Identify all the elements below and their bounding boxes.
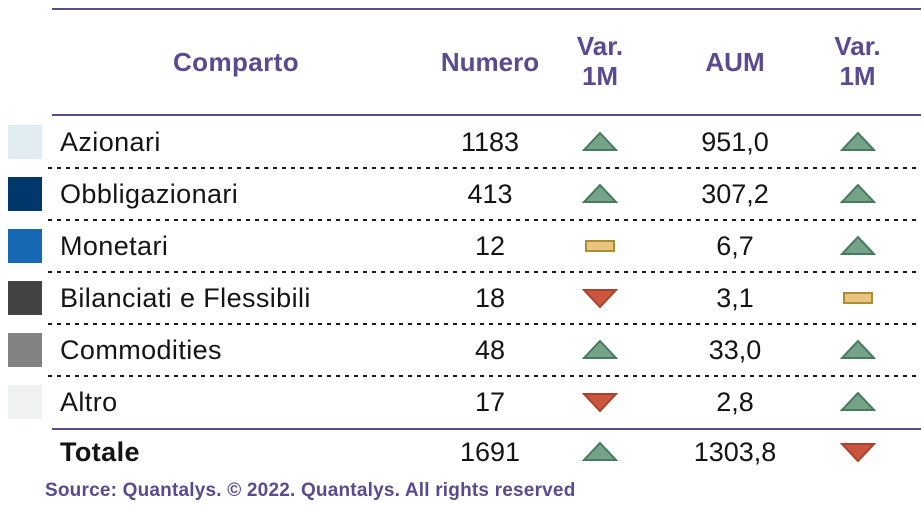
up-triangle-icon xyxy=(839,391,876,411)
var-numero-indicator xyxy=(560,235,640,257)
col-header-var1m-numero: Var. 1M xyxy=(560,31,640,92)
up-triangle-icon xyxy=(582,131,618,151)
category-swatch xyxy=(8,177,42,211)
down-triangle-icon xyxy=(839,443,876,463)
comparto-label: Monetari xyxy=(60,230,169,261)
aum-value: 951,0 xyxy=(701,126,769,157)
category-swatch xyxy=(8,281,42,315)
total-var-aum-indicator xyxy=(830,441,921,463)
var-aum-indicator xyxy=(830,339,921,361)
total-var-numero-indicator xyxy=(560,441,640,463)
total-row: Totale 1691 1303,8 xyxy=(0,430,921,474)
var-label-line1: Var. xyxy=(834,31,881,62)
category-swatch xyxy=(8,333,42,367)
aum-value: 307,2 xyxy=(701,178,769,209)
var-numero-indicator xyxy=(560,287,640,309)
var-aum-indicator xyxy=(830,287,921,309)
col-header-var1m-aum: Var. 1M xyxy=(830,31,921,92)
comparto-label: Bilanciati e Flessibili xyxy=(60,282,311,313)
category-swatch xyxy=(8,229,42,263)
header-rule xyxy=(52,114,921,116)
col-header-comparto: Comparto xyxy=(173,46,299,77)
table-row: Commodities 48 33,0 xyxy=(0,324,921,377)
up-triangle-icon xyxy=(839,183,876,203)
numero-value: 18 xyxy=(474,282,506,313)
table-row: Altro 17 2,8 xyxy=(0,376,921,428)
comparto-label: Altro xyxy=(60,386,118,417)
numero-value: 12 xyxy=(474,230,506,261)
var-aum-indicator xyxy=(830,391,921,413)
up-triangle-icon xyxy=(582,339,618,359)
var-numero-indicator xyxy=(560,183,640,205)
var-numero-indicator xyxy=(560,339,640,361)
table-row: Bilanciati e Flessibili 18 3,1 xyxy=(0,272,921,325)
numero-value: 1183 xyxy=(460,126,520,157)
var-aum-indicator xyxy=(830,183,921,205)
table-row: Azionari 1183 951,0 xyxy=(0,116,921,169)
flat-dash-icon xyxy=(585,240,615,252)
var-numero-indicator xyxy=(560,391,640,413)
var-label-line2: 1M xyxy=(581,61,619,91)
aum-value: 33,0 xyxy=(708,334,762,365)
total-numero-value: 1691 xyxy=(459,436,521,467)
total-label: Totale xyxy=(60,436,140,467)
table-row: Monetari 12 6,7 xyxy=(0,220,921,273)
numero-value: 17 xyxy=(474,386,506,417)
col-header-aum: AUM xyxy=(705,46,765,77)
down-triangle-icon xyxy=(582,289,618,309)
comparto-label: Commodities xyxy=(60,334,222,365)
table-header-row: Comparto Numero Var. 1M AUM Var. 1M xyxy=(0,10,921,114)
numero-value: 48 xyxy=(474,334,506,365)
table-body: Azionari 1183 951,0 Obbligazionari 413 3… xyxy=(0,116,921,428)
var-aum-indicator xyxy=(830,131,921,153)
up-triangle-icon xyxy=(582,183,618,203)
total-rule xyxy=(52,428,921,430)
numero-value: 413 xyxy=(467,178,513,209)
up-triangle-icon xyxy=(582,441,618,461)
var-numero-indicator xyxy=(560,131,640,153)
comparto-label: Azionari xyxy=(60,126,161,157)
up-triangle-icon xyxy=(839,235,876,255)
total-aum-value: 1303,8 xyxy=(693,436,777,467)
top-rule xyxy=(52,8,921,10)
category-swatch xyxy=(8,385,42,419)
flat-dash-icon xyxy=(842,292,873,304)
down-triangle-icon xyxy=(582,393,618,413)
table-row: Obbligazionari 413 307,2 xyxy=(0,168,921,221)
col-header-numero: Numero xyxy=(440,46,540,77)
aum-value: 3,1 xyxy=(716,282,754,313)
var-aum-indicator xyxy=(830,235,921,257)
up-triangle-icon xyxy=(839,339,876,359)
category-swatch xyxy=(8,125,42,159)
var-label-line1: Var. xyxy=(576,31,624,62)
aum-value: 2,8 xyxy=(716,386,754,417)
source-attribution: Source: Quantalys. © 2022. Quantalys. Al… xyxy=(45,480,576,501)
aum-value: 6,7 xyxy=(716,230,754,261)
var-label-line2: 1M xyxy=(839,61,876,91)
comparto-label: Obbligazionari xyxy=(60,178,239,209)
up-triangle-icon xyxy=(839,131,876,151)
